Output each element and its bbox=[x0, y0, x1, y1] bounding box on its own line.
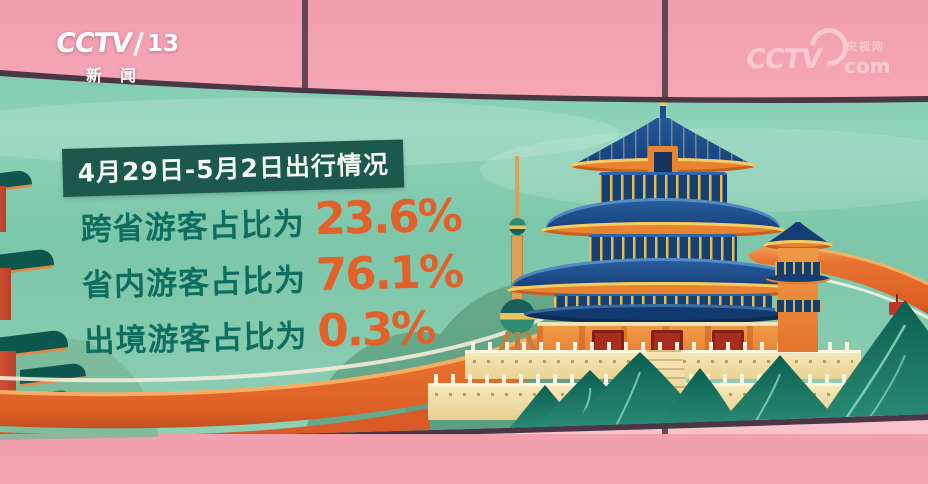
stat-value: 23.6% bbox=[313, 188, 462, 246]
stat-label: 跨省游客占比为 bbox=[80, 206, 306, 248]
mountains-illustration bbox=[380, 290, 928, 434]
cctv-wordmark: CCTV bbox=[53, 28, 134, 59]
pavilion-skirt bbox=[766, 274, 830, 284]
stat-label: 出境游客占比为 bbox=[83, 318, 308, 360]
stat-row: 跨省游客占比为 23.6% bbox=[80, 189, 461, 254]
channel-logo: CCTV 13 新闻 bbox=[53, 28, 179, 86]
temple-finial-stem bbox=[660, 106, 666, 118]
mountain bbox=[655, 368, 745, 434]
temple-cornice bbox=[537, 322, 789, 328]
pavilion-rim bbox=[763, 240, 833, 250]
pagoda-body bbox=[0, 186, 6, 232]
stat-value: 76.1% bbox=[315, 244, 463, 302]
logo-slash bbox=[133, 31, 144, 56]
road-band-lower bbox=[0, 408, 430, 434]
stat-row: 省内游客占比为 76.1% bbox=[81, 245, 462, 310]
mountain bbox=[810, 300, 928, 434]
tower-small-sphere bbox=[509, 218, 526, 235]
watermark-brand: CCTV bbox=[743, 44, 824, 75]
mountain bbox=[710, 355, 850, 434]
road-band bbox=[0, 326, 600, 428]
pavilion-band bbox=[775, 262, 821, 276]
temple-finial bbox=[659, 100, 667, 108]
infographic-title-badge: 4月29日-5月2日出行情况 bbox=[62, 139, 405, 197]
screen-panel: 4月29日-5月2日出行情况 跨省游客占比为 23.6% 省内游客占比为 76.… bbox=[0, 0, 928, 434]
watermark-suffix: com bbox=[844, 54, 891, 78]
channel-subtitle: 新闻 bbox=[86, 66, 155, 85]
channel-logo-row: CCTV 13 bbox=[53, 28, 179, 59]
tower-antenna bbox=[515, 156, 519, 218]
stats-block: 跨省游客占比为 23.6% 省内游客占比为 76.1% 出境游客占比为 0.3% bbox=[80, 189, 464, 366]
cctv-watermark: CCTV 央视网 com bbox=[743, 20, 922, 86]
pavilion-band bbox=[775, 300, 821, 312]
channel-number: 13 bbox=[146, 30, 179, 57]
road-stripe bbox=[0, 316, 548, 380]
stat-row: 出境游客占比为 0.3% bbox=[83, 301, 464, 366]
temple-disk-roof bbox=[524, 304, 802, 324]
pavilion-tower-illustration bbox=[762, 222, 834, 354]
badge-text: 4月29日-5月2日出行情况 bbox=[77, 149, 390, 188]
stat-value: 0.3% bbox=[316, 301, 435, 358]
stat-label: 省内游客占比为 bbox=[81, 262, 307, 304]
terrace-balusters bbox=[465, 342, 861, 352]
watermark-cn: 央视网 bbox=[846, 40, 885, 53]
pagoda-body bbox=[0, 268, 11, 320]
tv-frame: { "channel_bug": { "brand": "CCTV", "cha… bbox=[0, 0, 928, 434]
